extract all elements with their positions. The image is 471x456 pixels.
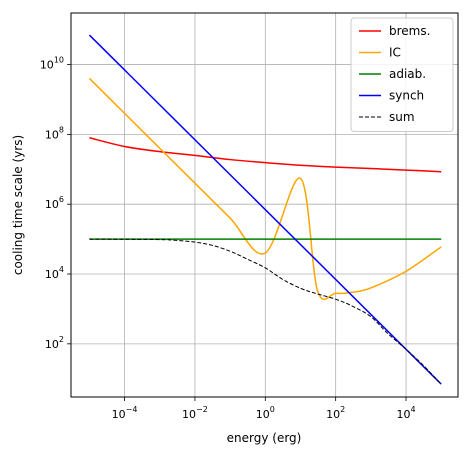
x-axis-label: energy (erg) (227, 431, 302, 445)
x-tick-label: 10−2 (182, 405, 208, 421)
x-tick-label: 100 (256, 405, 275, 421)
y-tick-label: 106 (45, 195, 64, 211)
x-tick-exponent: 4 (410, 405, 415, 414)
x-tick-exponent: −4 (126, 405, 138, 414)
series-line-brems (89, 137, 442, 173)
legend: brems. IC adiab. synch sum (350, 17, 454, 132)
y-tick-label: 108 (45, 125, 64, 141)
y-tick-label: 1010 (40, 56, 64, 72)
y-tick-base: 10 (40, 59, 54, 72)
legend-label-synch: synch (389, 89, 424, 103)
x-tick-label: 10−4 (112, 405, 138, 421)
legend-label-ic: IC (389, 46, 401, 60)
y-tick-exponent: 6 (59, 195, 64, 204)
y-tick-exponent: 8 (59, 125, 64, 134)
x-tick-label: 102 (326, 405, 345, 421)
y-tick-exponent: 4 (59, 265, 64, 274)
legend-label-adiab: adiab. (389, 67, 426, 81)
plot-frame (70, 12, 459, 398)
y-axis-label: cooling time scale (yrs) (11, 135, 25, 275)
x-tick-exponent: 0 (270, 405, 275, 414)
y-tick-base: 10 (45, 268, 59, 281)
y-tick-label: 102 (45, 335, 64, 351)
legend-label-brems: brems. (389, 24, 430, 38)
y-tick-exponent: 10 (54, 56, 64, 65)
x-tick-base: 10 (182, 408, 196, 421)
x-tick-exponent: −2 (196, 405, 208, 414)
series-line-ic (88, 77, 442, 301)
x-tick-exponent: 2 (340, 405, 345, 414)
y-tick-label: 104 (45, 265, 64, 281)
legend-frame (350, 17, 454, 132)
series-line-sum (89, 238, 442, 385)
y-tick-base: 10 (45, 128, 59, 141)
x-tick-base: 10 (326, 408, 340, 421)
y-tick-base: 10 (45, 338, 59, 351)
x-tick-label: 104 (396, 405, 415, 421)
x-tick-base: 10 (112, 408, 126, 421)
legend-label-sum: sum (389, 110, 415, 124)
x-tick-base: 10 (256, 408, 270, 421)
y-tick-base: 10 (45, 198, 59, 211)
y-tick-exponent: 2 (59, 335, 64, 344)
x-tick-base: 10 (396, 408, 410, 421)
series-line-synch (88, 34, 442, 385)
series-layer (88, 34, 442, 385)
